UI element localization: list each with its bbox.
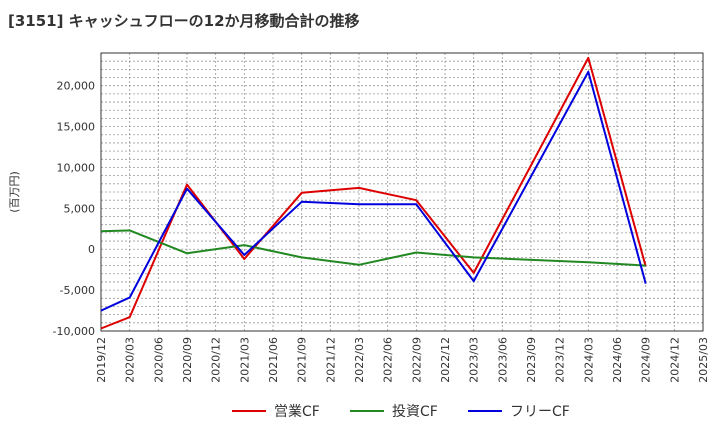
x-tick-label: 2023/09 — [525, 337, 538, 383]
x-tick-label: 2024/03 — [582, 337, 595, 383]
x-tick-label: 2024/12 — [668, 337, 681, 383]
x-tick-label: 2025/03 — [697, 337, 710, 383]
y-tick-label: -10,000 — [53, 325, 95, 338]
series-line-1 — [100, 56, 647, 330]
legend-label-2: 投資CF — [392, 404, 438, 420]
x-tick-label: 2021/12 — [324, 337, 337, 383]
y-tick-label: 15,000 — [57, 121, 96, 134]
x-tick-label: 2022/12 — [439, 337, 452, 383]
y-tick-label: 0 — [88, 243, 95, 256]
x-tick-label: 2023/03 — [468, 337, 481, 383]
y-tick-label: 10,000 — [57, 161, 96, 174]
x-tick-label: 2023/12 — [554, 337, 567, 383]
x-tick-label: 2022/06 — [382, 337, 395, 383]
x-tick-label: 2024/09 — [640, 337, 653, 383]
plot-frame — [100, 52, 704, 332]
x-tick-label: 2019/12 — [95, 337, 108, 383]
y-tick-label: 5,000 — [64, 202, 96, 215]
y-tick-label: -5,000 — [60, 284, 95, 297]
legend-label-1: 営業CF — [274, 404, 320, 420]
x-tick-label: 2022/09 — [410, 337, 423, 383]
x-tick-label: 2021/09 — [296, 337, 309, 383]
y-axis-label: (百万円) — [8, 171, 21, 213]
x-tick-label: 2022/03 — [353, 337, 366, 383]
series-line-3 — [100, 70, 647, 312]
x-tick-label: 2021/03 — [238, 337, 251, 383]
x-tick-label: 2020/12 — [210, 337, 223, 383]
x-tick-label: 2020/09 — [181, 337, 194, 383]
x-tick-label: 2023/06 — [496, 337, 509, 383]
x-tick-label: 2021/06 — [267, 337, 280, 383]
x-tick-label: 2020/06 — [152, 337, 165, 383]
x-tick-label: 2020/03 — [124, 337, 137, 383]
y-tick-label: 20,000 — [57, 80, 96, 93]
chart-title: [3151] キャッシュフローの12か月移動合計の推移 — [8, 12, 360, 30]
x-tick-label: 2024/06 — [611, 337, 624, 383]
legend-label-3: フリーCF — [510, 404, 570, 420]
